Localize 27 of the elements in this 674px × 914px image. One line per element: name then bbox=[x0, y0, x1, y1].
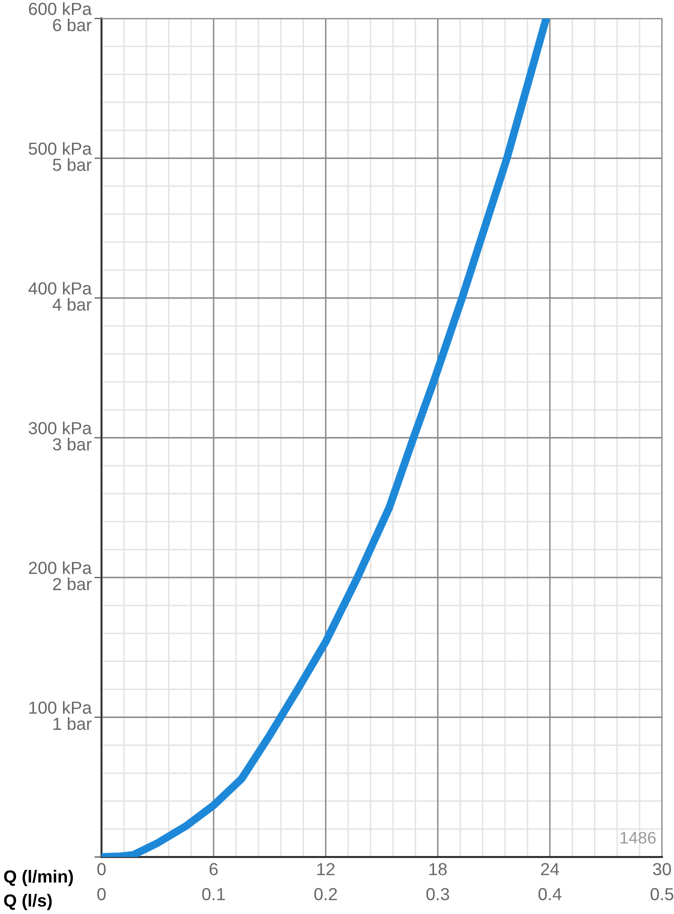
y-tick-label: 200 kPa bbox=[28, 561, 92, 574]
annotation: 1486 bbox=[620, 832, 656, 844]
x2-tick-label: 0.1 bbox=[202, 888, 225, 900]
y2-tick-label: 3 bar bbox=[52, 438, 92, 450]
x2-tick-label: 0.2 bbox=[314, 888, 337, 900]
x2-tick-label: 0.5 bbox=[650, 888, 674, 900]
x-axis-title: Q (l/min) bbox=[4, 870, 73, 886]
y-tick-label: 600 kPa bbox=[28, 2, 92, 16]
y2-tick-label: 1 bar bbox=[54, 717, 92, 730]
x-tick-label: 0 bbox=[97, 863, 106, 876]
y2-tick-label: 6 bar bbox=[53, 18, 92, 32]
x2-tick-label: 0.4 bbox=[538, 888, 562, 900]
y-tick-label: 500 kPa bbox=[28, 142, 92, 155]
y2-tick-label: 2 bar bbox=[53, 578, 92, 590]
x-tick-label: 24 bbox=[541, 863, 560, 876]
y-tick-label: 100 kPa bbox=[29, 701, 92, 714]
x-tick-label: 30 bbox=[653, 863, 671, 876]
y-tick-label: 300 kPa bbox=[28, 422, 92, 434]
x2-tick-label: 0.3 bbox=[426, 888, 450, 900]
x2-axis-title: Q (l/s) bbox=[4, 894, 52, 910]
x-tick-label: 6 bbox=[210, 863, 218, 876]
y-tick-label: 400 kPa bbox=[28, 282, 92, 295]
x2-tick-label: 0 bbox=[97, 888, 106, 900]
y2-tick-label: 5 bar bbox=[52, 158, 92, 171]
y2-tick-label: 4 bar bbox=[52, 298, 92, 311]
x-tick-label: 12 bbox=[317, 863, 334, 876]
x-tick-label: 18 bbox=[429, 863, 447, 876]
